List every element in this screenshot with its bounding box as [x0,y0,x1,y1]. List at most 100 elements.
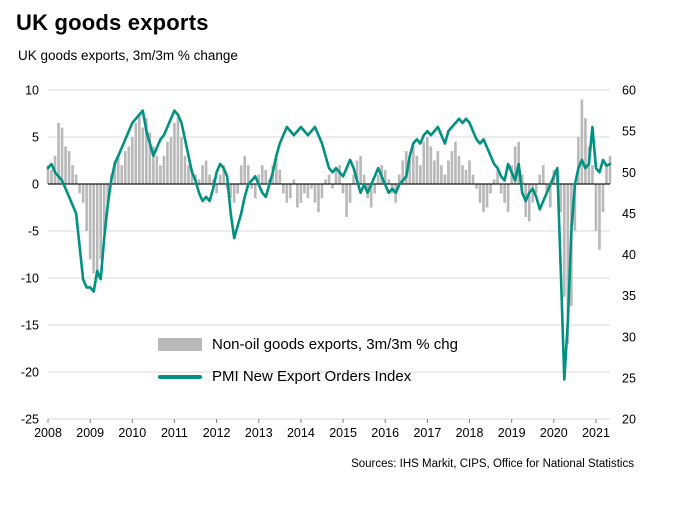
bar [408,160,412,184]
bar [201,165,204,184]
y-axis-left-tick-label: -5 [28,225,39,239]
y-axis-left-tick-label: -25 [21,413,39,427]
bar [608,155,612,184]
y-axis-left-tick-label: -20 [21,366,39,380]
bar [468,160,471,184]
legend-item-line: PMI New Export Orders Index [158,368,458,385]
bar [208,174,211,184]
bar [74,174,78,184]
x-axis-tick-label: 2016 [371,426,399,440]
chart-area: 10 5 0 -5 -10 -15 -20 -25 60 55 50 45 40 35 30 25 20 2008… [0,78,684,456]
bar [282,184,285,194]
bar [95,184,99,278]
bar [548,184,552,208]
bar [145,118,148,184]
bar [415,155,419,184]
bar [376,174,380,184]
bar [373,184,376,194]
bar [422,141,426,184]
bar [169,137,173,184]
bar [334,169,338,184]
bar [60,127,64,184]
bar [429,146,433,184]
bar [598,184,601,250]
bar [577,137,580,184]
bar [506,184,510,213]
page-title: UK goods exports [16,10,209,35]
bar [57,122,60,184]
y-axis-left-tick-label: 10 [25,84,39,98]
bar [159,165,162,184]
bar [503,184,506,203]
bar [138,113,141,184]
bar [296,184,299,208]
x-axis-tick-label: 2014 [287,426,315,440]
y-axis-left-tick-label: 5 [32,131,39,145]
bar [436,151,440,184]
bar [285,184,289,203]
y-axis-right-tick-label: 20 [622,413,636,427]
bar [246,165,250,184]
bar [401,160,405,184]
bar [485,184,489,208]
bar [232,184,236,203]
bar-series-swatch [158,338,202,351]
bar [348,184,352,203]
bar [173,122,176,184]
bar [275,155,278,184]
bar [461,165,464,184]
bar [127,146,131,184]
bar [250,184,254,189]
bar [492,179,496,184]
bar [81,184,85,203]
bar [229,184,232,199]
bar [397,174,401,184]
y-axis-left-tick-label: -10 [21,272,39,286]
bar [538,174,542,184]
bar [411,146,415,184]
bar [292,179,296,184]
bar [338,165,341,184]
bar [419,165,422,184]
bar [236,184,239,194]
bar [67,151,71,184]
bar [545,184,549,194]
source-attribution: Sources: IHS Markit, CIPS, Office for Na… [351,458,634,470]
bar [306,184,310,199]
chart-legend: Non-oil goods exports, 3m/3m % chg PMI N… [158,336,458,385]
bar [584,118,587,184]
bar [534,184,538,194]
bar [520,174,524,184]
bar [289,184,292,199]
bar [64,146,67,184]
bar [222,165,225,184]
bar [457,155,461,184]
axis-labels: 1050-5-10-15-20-256055504540353025202008… [21,84,636,441]
bar [152,146,155,184]
y-axis-right-tick-label: 45 [622,207,636,221]
bar [88,184,92,260]
bar [78,184,81,194]
bar [489,184,492,194]
bar [601,184,605,213]
legend-label-line: PMI New Export Orders Index [212,368,412,385]
bar [176,113,180,184]
bar [166,141,169,184]
bar [345,184,348,217]
bar [359,155,362,184]
bar [341,184,345,194]
bar [71,165,74,184]
bar [211,179,215,184]
x-axis-tick-label: 2018 [456,426,484,440]
bar [313,184,317,203]
bar [204,160,208,184]
bar [471,174,475,184]
bar [190,169,194,184]
bar [123,151,127,184]
bar [404,151,408,184]
bar [464,169,468,184]
bar [591,165,594,184]
bar [383,169,387,184]
bar [447,160,450,184]
